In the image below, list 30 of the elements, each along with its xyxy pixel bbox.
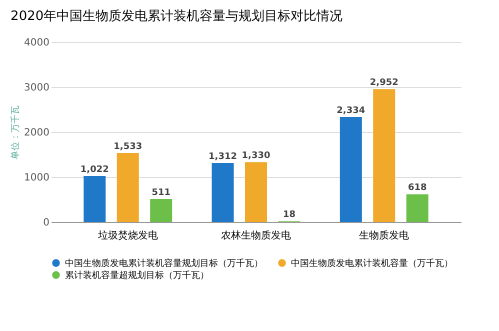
y-tick-label: 2000 — [24, 128, 50, 138]
bar — [340, 116, 362, 222]
y-axis-title: 单位：万千瓦 — [10, 106, 22, 160]
y-tick-label: 1000 — [24, 172, 50, 184]
data-label: 2,952 — [370, 78, 398, 88]
data-label: 2,334 — [336, 106, 366, 116]
legend-label: 中国生物质发电累计装机容量规划目标（万千瓦） — [65, 258, 263, 269]
bar — [373, 89, 396, 222]
bar — [116, 153, 139, 222]
chart-title: 2020年中国生物质发电累计装机容量与规划目标对比情况 — [10, 8, 343, 24]
data-label: 618 — [408, 183, 427, 194]
data-label: 511 — [152, 188, 170, 198]
x-tick-label: 农林生物质发电 — [221, 230, 291, 242]
bar — [406, 194, 428, 222]
y-tick-label: 3000 — [24, 82, 50, 94]
y-tick-label: 0 — [43, 218, 50, 228]
legend-label: 中国生物质发电累计装机容量（万千瓦） — [291, 258, 453, 269]
x-tick-label: 垃圾焚烧发电 — [96, 230, 158, 242]
data-label: 1,330 — [242, 151, 270, 162]
x-tick-label: 生物质发电 — [359, 230, 410, 242]
y-tick-label: 4000 — [24, 38, 50, 48]
data-label: 18 — [282, 210, 296, 220]
bar — [245, 162, 267, 222]
data-label: 1,533 — [114, 142, 142, 152]
bar — [212, 162, 234, 222]
legend-label: 累计装机容量超规划目标（万千瓦） — [65, 270, 209, 281]
data-label: 1,022 — [80, 165, 109, 176]
data-label: 1,312 — [208, 152, 238, 162]
bar — [150, 199, 172, 222]
bar — [84, 176, 106, 222]
